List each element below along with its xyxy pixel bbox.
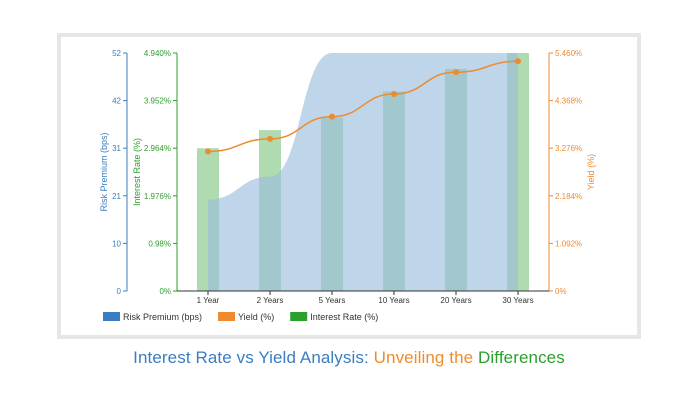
x-axis-tick-label: 10 Years: [378, 296, 409, 305]
yield-axis-tick-label: 5.460%: [555, 49, 582, 58]
yield-point: [329, 113, 335, 120]
yield-axis-tick-label: 0%: [555, 287, 567, 296]
yield-point: [267, 135, 273, 142]
risk-premium-area: [208, 53, 518, 291]
risk-premium-axis-title: Risk Premium (bps): [99, 132, 109, 211]
legend-swatch: [290, 312, 308, 321]
x-axis-tick-label: 20 Years: [440, 296, 471, 305]
interest-rate-axis-tick-label: 1.976%: [144, 192, 171, 201]
interest-rate-axis-tick-label: 0.98%: [148, 239, 171, 248]
x-axis-tick-label: 1 Year: [197, 296, 220, 305]
yield-point: [391, 90, 397, 97]
interest-rate-axis-tick-label: 3.952%: [144, 97, 171, 106]
chart-caption: Interest Rate vs Yield Analysis: Unveili…: [0, 348, 698, 368]
yield-point: [453, 69, 459, 76]
risk-premium-axis-tick-label: 10: [112, 239, 121, 248]
yield-point: [515, 58, 521, 65]
interest-rate-axis-tick-label: 0%: [159, 287, 171, 296]
risk-premium-axis-tick-label: 0: [117, 287, 122, 296]
legend-label: Interest Rate (%): [310, 312, 378, 322]
yield-point: [205, 148, 211, 155]
risk-premium-axis-tick-label: 52: [112, 49, 121, 58]
legend-label: Risk Premium (bps): [123, 312, 202, 322]
yield-axis-tick-label: 4.368%: [555, 97, 582, 106]
yield-line: [207, 60, 519, 153]
yield-axis-title: Yield (%): [586, 154, 596, 190]
yield-axis-tick-label: 1.092%: [555, 239, 582, 248]
caption-part-3: Differences: [478, 348, 565, 367]
risk-premium-axis-tick-label: 21: [112, 192, 121, 201]
x-axis-tick-label: 5 Years: [319, 296, 346, 305]
x-axis-tick-label: 30 Years: [502, 296, 533, 305]
interest-rate-axis-tick-label: 4.940%: [144, 49, 171, 58]
legend-swatch: [103, 312, 120, 321]
legend-swatch: [218, 312, 236, 321]
risk-premium-axis-tick-label: 42: [112, 97, 121, 106]
caption-part-1: Interest Rate vs Yield Analysis:: [133, 348, 374, 367]
interest-rate-axis-title: Interest Rate (%): [132, 138, 142, 206]
yield-axis-tick-label: 2.184%: [555, 192, 582, 201]
interest-rate-axis-tick-label: 2.964%: [144, 144, 171, 153]
risk-premium-axis-tick-label: 31: [112, 144, 121, 153]
x-axis-tick-label: 2 Years: [257, 296, 284, 305]
caption-part-2: Unveiling the: [373, 348, 479, 367]
legend-label: Yield (%): [238, 312, 274, 322]
yield-axis-tick-label: 3.276%: [555, 144, 582, 153]
